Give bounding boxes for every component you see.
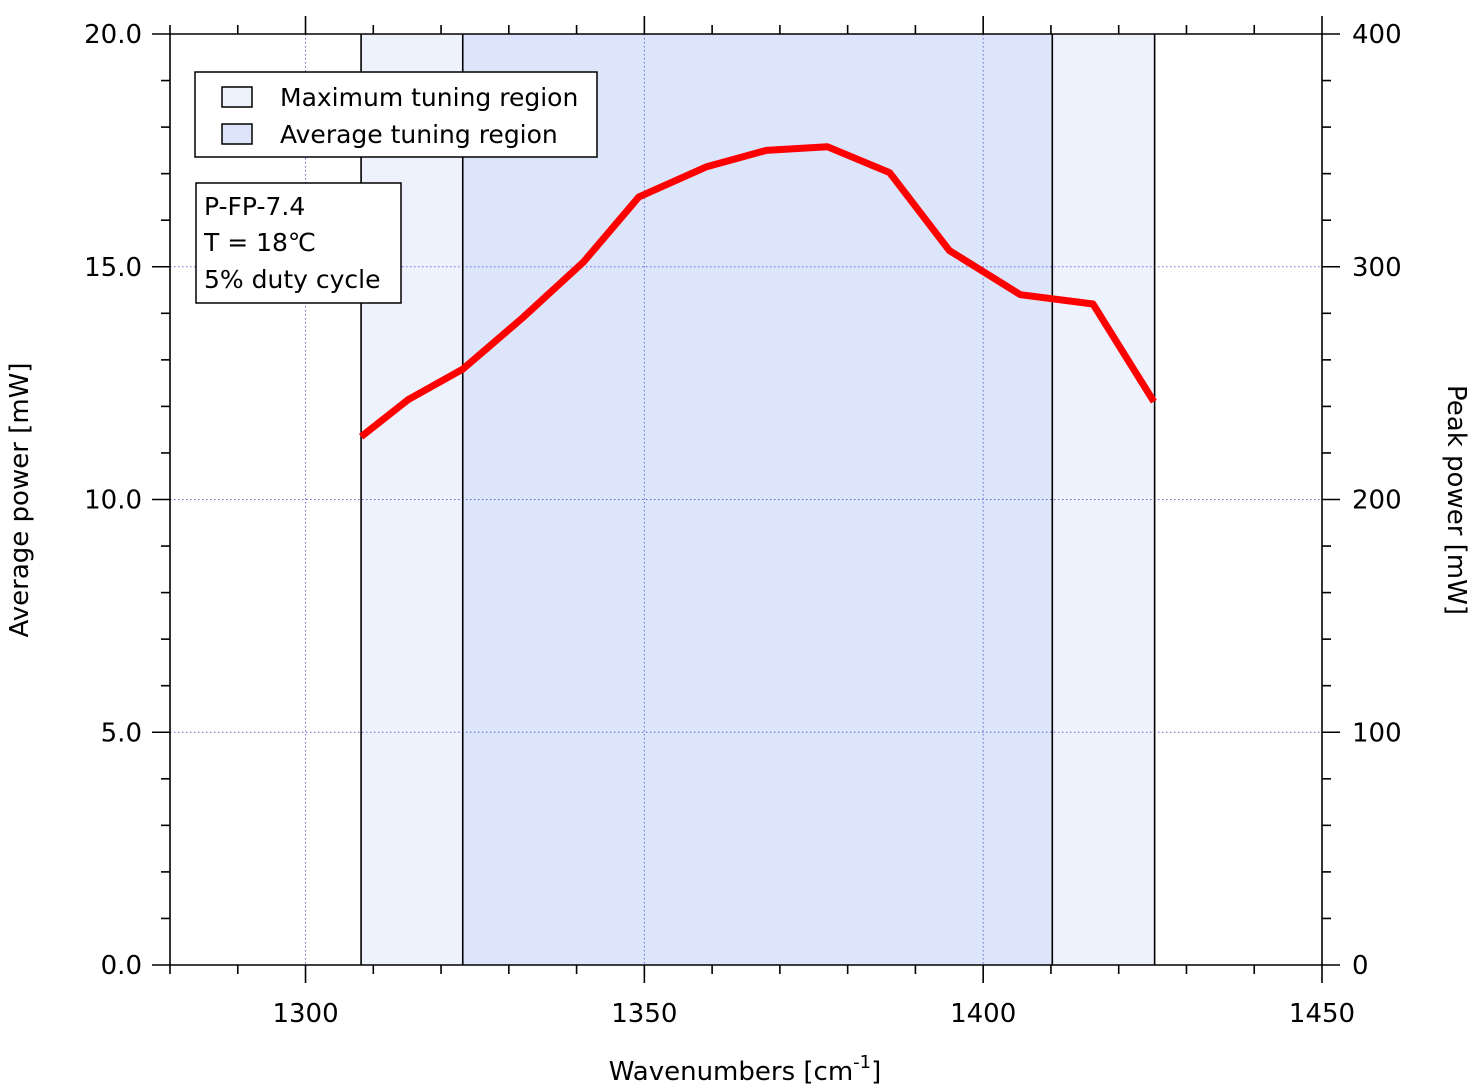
annotation-line-duty-cycle: 5% duty cycle bbox=[204, 265, 380, 294]
y-left-tick-label: 15.0 bbox=[84, 253, 142, 283]
x-axis-title-superscript: -1 bbox=[853, 1052, 871, 1073]
y-left-tick-label: 0.0 bbox=[101, 951, 142, 981]
power-curve-line bbox=[358, 143, 1157, 440]
legend-label-maximum: Maximum tuning region bbox=[280, 83, 578, 112]
y-left-tick-label: 10.0 bbox=[84, 486, 142, 516]
ticks: 1300 1350 1400 1450 0.0 5.0 10.0 15.0 20.0 0 100 20… bbox=[84, 16, 1402, 1029]
annotation-box: P-FP-7.4 T = 18℃ 5% duty cycle bbox=[195, 182, 402, 304]
x-axis-title-suffix: ] bbox=[871, 1057, 881, 1087]
x-axis-title: Wavenumbers [cm-1] bbox=[609, 1052, 882, 1087]
y-right-tick-label: 200 bbox=[1352, 486, 1402, 516]
legend-swatch-maximum bbox=[221, 86, 253, 108]
legend-swatch-average bbox=[221, 123, 253, 145]
x-tick-label: 1300 bbox=[272, 999, 338, 1029]
y-axis-left-title: Average power [mW] bbox=[5, 363, 35, 638]
legend-box bbox=[194, 71, 598, 158]
y-right-tick-label: 300 bbox=[1352, 253, 1402, 283]
x-axis-title-main: Wavenumbers [cm bbox=[609, 1057, 853, 1087]
series-layer bbox=[358, 143, 1157, 440]
x-tick-label: 1400 bbox=[950, 999, 1016, 1029]
y-left-tick-label: 20.0 bbox=[84, 20, 142, 50]
y-right-tick-label: 100 bbox=[1352, 718, 1402, 748]
tuning-regions bbox=[361, 34, 1155, 965]
annotation-line-device: P-FP-7.4 bbox=[204, 192, 305, 221]
legend: Maximum tuning region Average tuning reg… bbox=[194, 71, 598, 158]
y-right-tick-label: 400 bbox=[1352, 20, 1402, 50]
legend-label-average: Average tuning region bbox=[280, 120, 558, 149]
y-right-tick-label: 0 bbox=[1352, 951, 1369, 981]
annotation-line-temperature: T = 18℃ bbox=[203, 228, 316, 257]
x-tick-label: 1450 bbox=[1289, 999, 1355, 1029]
x-tick-label: 1350 bbox=[611, 999, 677, 1029]
y-axis-right-title: Peak power [mW] bbox=[1441, 385, 1471, 615]
y-left-tick-label: 5.0 bbox=[101, 718, 142, 748]
annotation-frame bbox=[195, 182, 402, 304]
